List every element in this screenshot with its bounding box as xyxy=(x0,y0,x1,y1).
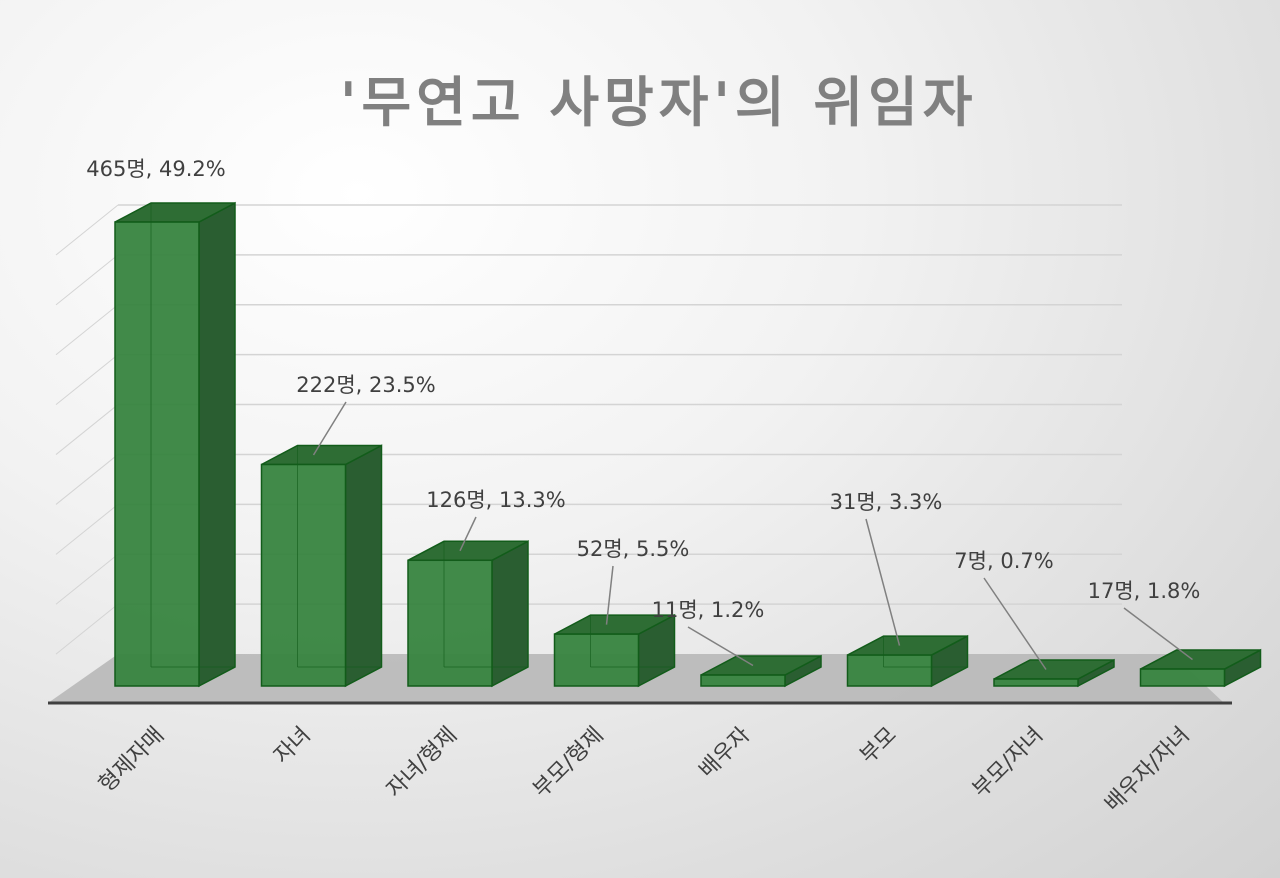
x-tick-label: 자녀/형제 xyxy=(382,723,462,803)
gridline-side xyxy=(55,204,119,256)
bar xyxy=(993,678,1079,687)
gridline-side xyxy=(55,603,119,655)
bar-8 xyxy=(1123,607,1262,688)
bar xyxy=(407,559,493,687)
gridline-side xyxy=(55,254,119,306)
leader-line xyxy=(687,626,754,667)
data-label: 11명, 1.2% xyxy=(652,598,765,622)
leader-line xyxy=(459,516,477,552)
data-label: 31명, 3.3% xyxy=(830,490,943,514)
gridline-side xyxy=(55,553,119,605)
gridline-side xyxy=(55,503,119,555)
bar-5 xyxy=(687,626,822,688)
gridline-side xyxy=(55,404,119,455)
data-label: 7명, 0.7% xyxy=(954,549,1053,573)
bar-7 xyxy=(983,577,1115,688)
x-tick-label: 부모 xyxy=(855,723,901,769)
chart-title: '무연고 사망자'의 위임자 xyxy=(340,71,978,134)
leader-line xyxy=(605,565,614,625)
bar xyxy=(700,674,786,687)
x-tick-label: 배우자/자녀 xyxy=(1100,723,1194,817)
data-label: 17명, 1.8% xyxy=(1088,579,1201,603)
bar-side xyxy=(491,540,529,688)
leader-line xyxy=(1123,607,1193,661)
gridline-side xyxy=(55,454,119,505)
bar xyxy=(260,463,347,687)
data-label: 465명, 49.2% xyxy=(86,157,225,181)
leader-line xyxy=(983,577,1047,670)
gridline-side xyxy=(55,304,119,356)
data-label: 222명, 23.5% xyxy=(296,373,435,397)
bar xyxy=(114,221,200,687)
bar-side xyxy=(198,201,236,688)
data-label: 126명, 13.3% xyxy=(426,488,565,512)
bar-side xyxy=(344,444,383,688)
leader-line xyxy=(312,401,347,456)
bar-6 xyxy=(846,518,969,688)
bar xyxy=(1139,668,1226,687)
bar-2 xyxy=(260,401,383,688)
bar-3 xyxy=(407,516,529,688)
gridlines xyxy=(55,204,1122,655)
gridline-side xyxy=(55,354,119,406)
x-tick-label: 부모/자녀 xyxy=(968,723,1048,803)
bar-1 xyxy=(114,201,236,688)
x-tick-label: 자녀 xyxy=(269,723,315,769)
bar xyxy=(846,654,933,687)
bar xyxy=(553,633,640,687)
x-tick-label: 배우자 xyxy=(695,723,756,784)
x-tick-label: 형제자매 xyxy=(94,723,169,798)
data-label: 52명, 5.5% xyxy=(577,537,690,561)
x-tick-label: 부모/형제 xyxy=(529,723,609,803)
leader-line xyxy=(865,518,901,646)
bar-4 xyxy=(553,565,676,688)
